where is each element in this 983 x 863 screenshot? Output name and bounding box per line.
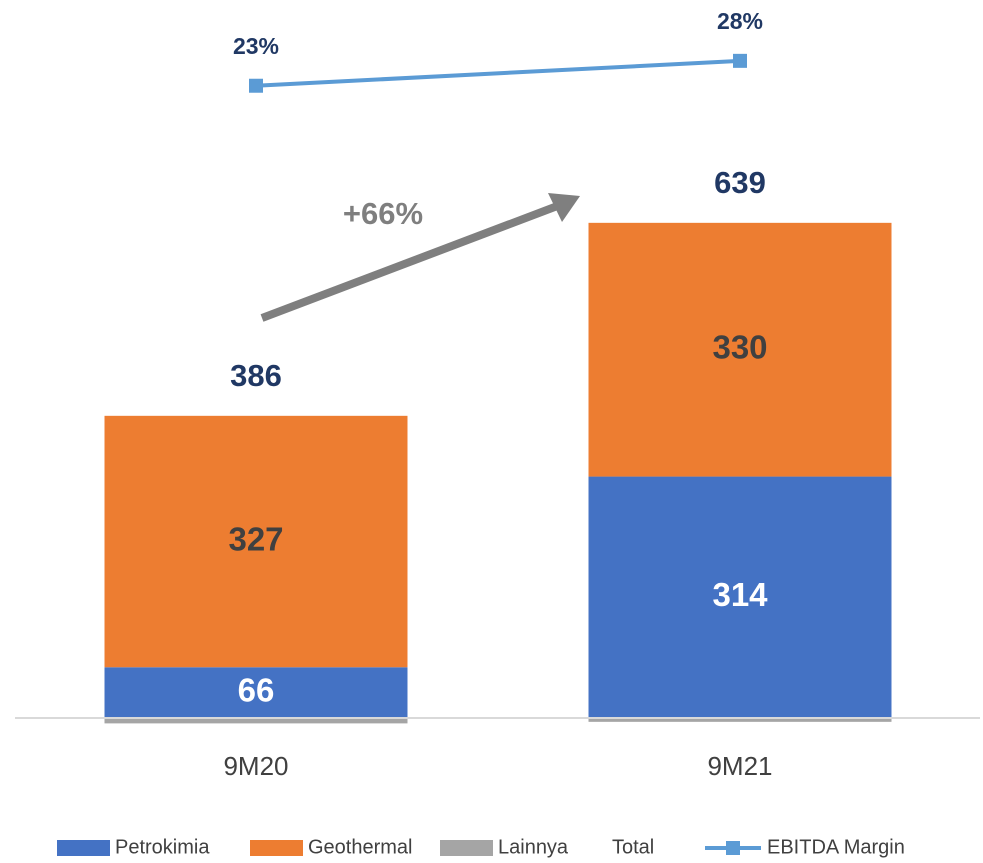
bar-segment [588, 718, 892, 722]
bar-segment [588, 222, 892, 477]
data-label: 330 [712, 328, 767, 365]
growth-annotation: +66% [343, 196, 423, 231]
legend-label: Total [612, 836, 654, 858]
legend-swatch [57, 840, 110, 856]
bar-segment [588, 476, 892, 718]
legend-swatch-marker [726, 841, 740, 855]
line-marker [249, 78, 263, 93]
line-marker [733, 53, 747, 68]
line-label: 28% [717, 8, 763, 34]
total-label: 639 [714, 165, 766, 200]
x-tick-label: 9M21 [707, 751, 772, 781]
bar-segment [104, 667, 408, 718]
data-label: 66 [238, 671, 275, 708]
growth-arrow [260, 201, 562, 322]
legend-swatch [440, 840, 493, 856]
data-label: 314 [712, 576, 768, 613]
legend-label: Geothermal [308, 836, 413, 858]
data-label: 327 [228, 520, 283, 557]
total-label: 386 [230, 358, 282, 393]
bar-segment [104, 415, 408, 668]
legend-label: Petrokimia [115, 836, 210, 858]
legend-label: EBITDA Margin [767, 836, 905, 858]
bar-segment [104, 718, 408, 724]
legend-label: Lainnya [498, 836, 569, 858]
legend-swatch [250, 840, 303, 856]
growth-arrow-head [548, 193, 580, 222]
line-label: 23% [233, 33, 279, 59]
x-tick-label: 9M20 [223, 751, 288, 781]
line-series [255, 58, 741, 88]
